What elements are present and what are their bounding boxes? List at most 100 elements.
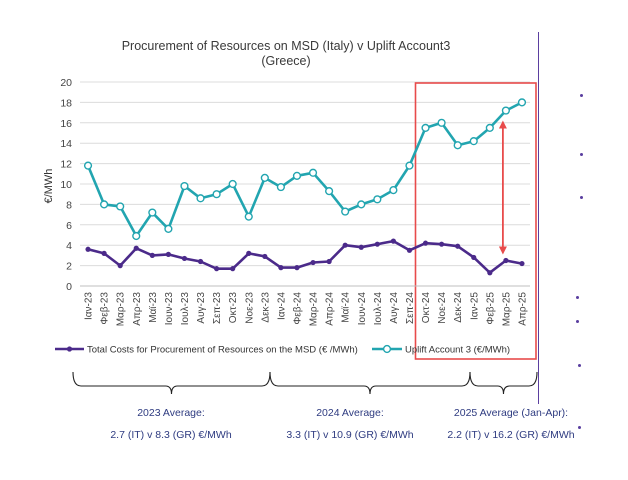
- data-point: [503, 257, 509, 264]
- average-2024-label: 2024 Average:: [316, 407, 384, 419]
- x-tick-label: Ιαν-23: [84, 292, 95, 320]
- data-point: [196, 194, 205, 203]
- x-tick-label: Οκτ-24: [421, 292, 432, 324]
- data-point: [101, 250, 107, 256]
- period-brace: [469, 371, 538, 395]
- y-tick-label: 20: [60, 77, 72, 89]
- data-point: [326, 258, 332, 265]
- average-2023-label: 2023 Average:: [137, 407, 205, 419]
- period-brace: [72, 371, 271, 395]
- data-point: [519, 260, 525, 267]
- data-point: [487, 270, 493, 276]
- x-tick-label: Μαρ-23: [116, 292, 127, 327]
- x-tick-label: Αυγ-24: [389, 292, 400, 324]
- data-point: [421, 123, 430, 133]
- average-2024-value: 3.3 (IT) v 10.9 (GR) €/MWh: [286, 429, 414, 441]
- data-point: [262, 253, 268, 260]
- bullet-dot: [576, 296, 579, 299]
- data-point: [228, 179, 237, 189]
- chart-title: Procurement of Resources on MSD (Italy) …: [122, 39, 451, 53]
- data-point: [132, 231, 141, 241]
- right-divider-line: [538, 32, 539, 404]
- x-tick-label: Ιαν-25: [469, 292, 480, 320]
- period-brace: [269, 371, 471, 395]
- legend-marker: [382, 344, 392, 354]
- data-point: [373, 195, 382, 204]
- y-tick-label: 16: [60, 118, 72, 130]
- average-2025-label: 2025 Average (Jan-Apr):: [453, 407, 569, 419]
- y-tick-label: 12: [60, 159, 72, 171]
- data-point: [292, 171, 302, 180]
- x-tick-label: Νοε-23: [244, 292, 255, 324]
- x-tick-label: Ιουν-24: [357, 292, 368, 326]
- y-tick-label: 2: [66, 261, 72, 273]
- legend: Total Costs for Procurement of Resources…: [55, 345, 510, 356]
- x-tick-label: Οκτ-23: [228, 292, 239, 324]
- data-point: [390, 238, 396, 244]
- x-tick-label: Απρ-24: [325, 292, 336, 326]
- data-point: [405, 161, 414, 170]
- x-tick-label: Μαρ-25: [501, 292, 512, 327]
- data-point: [455, 243, 461, 249]
- series-line-1: [87, 239, 523, 275]
- x-tick-label: Δεκ-24: [453, 292, 464, 323]
- data-point: [85, 246, 91, 252]
- x-tick-label: Νοε-24: [437, 292, 448, 324]
- bullet-dot: [576, 320, 579, 323]
- data-point: [485, 123, 494, 133]
- x-tick-label: Απρ-23: [132, 292, 143, 326]
- x-tick-label: Μαρ-24: [309, 292, 320, 327]
- data-point: [244, 212, 253, 221]
- average-2024: 2024 Average: 3.3 (IT) v 10.9 (GR) €/MWh: [262, 402, 438, 446]
- legend-label: Uplift Account 3 (€/MWh): [405, 345, 510, 356]
- average-2023-value: 2.7 (IT) v 8.3 (GR) €/MWh: [110, 429, 232, 441]
- data-point: [246, 250, 252, 256]
- data-point: [325, 187, 334, 196]
- data-point: [148, 208, 157, 217]
- data-point: [164, 224, 173, 233]
- legend-marker: [66, 346, 73, 352]
- data-point: [308, 168, 318, 177]
- x-tick-label: Ιαν-24: [276, 292, 287, 320]
- x-tick-label: Ιουλ-23: [180, 292, 191, 326]
- data-point: [117, 263, 123, 269]
- data-point: [197, 258, 204, 265]
- x-tick-label: Ιουν-23: [164, 292, 175, 326]
- data-point: [469, 137, 478, 146]
- data-point: [341, 207, 350, 216]
- gridlines: [80, 81, 530, 267]
- bullet-dot: [580, 94, 583, 97]
- data-point: [214, 266, 220, 272]
- data-point: [389, 186, 398, 195]
- y-tick-label: 14: [60, 138, 72, 150]
- x-tick-label: Ιουλ-24: [373, 292, 384, 326]
- data-point: [100, 200, 109, 209]
- data-point: [501, 106, 510, 115]
- bullet-dot: [580, 196, 583, 199]
- data-point: [422, 240, 429, 246]
- x-tick-label: Αυγ-23: [196, 292, 207, 324]
- highlight-group: [414, 82, 537, 360]
- series-group: [83, 98, 527, 276]
- data-point: [374, 241, 380, 247]
- data-point: [439, 241, 445, 247]
- x-tick-label: Φεβ-23: [100, 292, 111, 325]
- y-tick-label: 0: [66, 281, 72, 293]
- period-braces: [72, 371, 538, 395]
- x-tick-label: Φεβ-24: [292, 292, 303, 325]
- data-point: [133, 245, 139, 251]
- y-tick-label: 10: [60, 179, 72, 191]
- data-point: [342, 242, 348, 248]
- data-point: [437, 118, 446, 127]
- data-point: [278, 265, 284, 271]
- x-tick-label: Απρ-25: [517, 292, 528, 326]
- chart-subtitle: (Greece): [261, 54, 310, 68]
- axes-group: 0 2 4 6 8 10 12 14 16 18 20 Ιαν-23 Φεβ-23 Μαρ-23 Απρ-2…: [60, 77, 530, 326]
- data-point: [181, 255, 188, 262]
- x-tick-label: Σεπ-23: [212, 292, 223, 324]
- data-point: [83, 161, 93, 170]
- data-point: [212, 190, 221, 199]
- data-point: [294, 265, 300, 271]
- y-tick-label: 18: [60, 97, 72, 109]
